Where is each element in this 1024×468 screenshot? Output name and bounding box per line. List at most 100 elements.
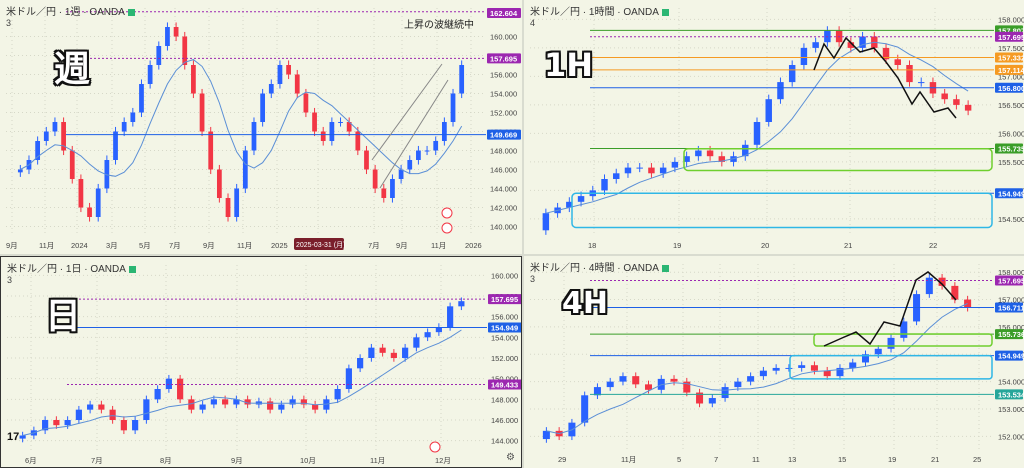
candle-body xyxy=(542,430,550,440)
y-axis-label: 160.000 xyxy=(491,271,518,280)
price-tag-label: 157.695 xyxy=(998,277,1024,286)
y-axis-label: 154.000 xyxy=(490,90,517,99)
wave-drawing xyxy=(813,36,957,119)
candle-body xyxy=(61,122,66,151)
x-axis-label: 25 xyxy=(973,455,981,464)
price-tag-label: 157.695 xyxy=(491,295,518,304)
y-axis-label: 158.000 xyxy=(998,268,1024,277)
chart-note: 上昇の波継続中 xyxy=(404,20,474,31)
candle-body xyxy=(670,378,678,382)
h4-chart-svg: 158.000157.000156.000155.000154.000153.0… xyxy=(530,264,1024,464)
price-tag-label: 149.669 xyxy=(490,131,517,140)
candle-body xyxy=(772,367,780,371)
price-tag-label: 156.711 xyxy=(998,303,1024,312)
price-tag-label: 153.534 xyxy=(998,390,1024,399)
candle-body xyxy=(613,173,620,179)
candle-body xyxy=(278,404,285,410)
price-tag xyxy=(995,64,1023,75)
candle-body xyxy=(759,370,767,377)
y-axis-label: 160.000 xyxy=(490,33,517,42)
candle-body xyxy=(734,381,742,388)
candle-body xyxy=(447,306,454,327)
candle-body xyxy=(416,150,421,160)
candle-body xyxy=(42,420,49,431)
candle-body xyxy=(312,404,319,410)
candle-body xyxy=(581,395,589,423)
us-flag-icon xyxy=(429,441,441,453)
price-tag xyxy=(995,350,1023,361)
x-axis-label: 29 xyxy=(558,455,566,464)
candle-body xyxy=(95,188,101,217)
x-axis-label: 9月 xyxy=(6,241,18,250)
x-axis-label: 19 xyxy=(888,455,896,464)
indicator-count: 4 xyxy=(530,18,536,28)
candle-body xyxy=(424,150,430,152)
price-tag-label: 154.949 xyxy=(491,324,518,333)
market-open-icon xyxy=(127,8,135,16)
candle-body xyxy=(17,169,23,173)
y-axis-label: 144.000 xyxy=(491,437,518,446)
candle-body xyxy=(222,399,229,405)
weekly-chart-panel[interactable]: 160.000158.000156.000154.000152.000150.0… xyxy=(0,0,522,254)
candle-body xyxy=(329,122,335,141)
price-tag-label: 162.604 xyxy=(490,9,518,18)
candle-body xyxy=(810,365,818,371)
tradingview-logo: 17 xyxy=(7,431,20,443)
candle-body xyxy=(109,409,116,420)
price-tag-label: 155.736 xyxy=(998,330,1024,339)
y-axis-label: 140.000 xyxy=(490,223,517,232)
candle-body xyxy=(87,404,94,410)
x-axis-label: 11月 xyxy=(370,456,385,465)
moving-average-line xyxy=(20,59,463,177)
candle-body xyxy=(459,65,465,94)
candle-body xyxy=(917,82,925,84)
candle-body xyxy=(644,384,653,390)
candle-body xyxy=(683,156,690,162)
x-axis-label: 9月 xyxy=(396,241,408,250)
candle-body xyxy=(747,376,755,382)
candle-body xyxy=(320,131,326,141)
hourly-chart-panel[interactable]: 158.000 157.500 157.000 156.500 156.000 155.5… xyxy=(524,0,1024,254)
daily-chart-panel[interactable]: 160.000158.000156.000154.000152.000150.0… xyxy=(0,256,522,468)
candle-body xyxy=(450,93,456,122)
y-axis-label: 148.000 xyxy=(490,147,517,156)
x-axis-label: 7月 xyxy=(169,241,181,250)
y-axis-label: 156.000 xyxy=(491,313,518,322)
candle-body xyxy=(696,392,704,404)
candle-body xyxy=(812,42,819,48)
x-axis-label: 11月 xyxy=(237,241,252,250)
x-axis-label: 8月 xyxy=(160,456,172,465)
candle-body xyxy=(147,65,153,84)
candle-body xyxy=(53,420,60,426)
x-axis-label: 7月 xyxy=(91,456,103,465)
candle-body xyxy=(372,169,378,189)
timeframe-label: 1H xyxy=(544,46,594,84)
indicator-count: 3 xyxy=(6,18,12,28)
price-tag-label: 154.949 xyxy=(998,352,1024,361)
candle-body xyxy=(601,179,608,191)
indicator-count: 3 xyxy=(530,274,536,284)
candle-body xyxy=(706,150,714,157)
candle-body xyxy=(777,82,784,100)
y-axis-label: 144.000 xyxy=(490,185,517,194)
price-tag xyxy=(487,8,521,18)
settings-gear-icon[interactable]: ⚙ xyxy=(506,452,515,463)
candle-body xyxy=(379,347,386,353)
candle-body xyxy=(859,36,866,48)
candle-body xyxy=(43,131,49,141)
h4-chart-panel[interactable]: 158.000157.000156.000155.000154.000153.0… xyxy=(524,256,1024,468)
price-tag xyxy=(995,82,1023,93)
candle-body xyxy=(139,84,144,113)
market-open-icon xyxy=(128,265,136,273)
y-axis-label: 156.000 xyxy=(998,129,1024,138)
crosshair-date-tag xyxy=(294,238,344,250)
x-axis-label: 2026 xyxy=(465,241,482,250)
x-axis-label: 10月 xyxy=(300,456,316,465)
timeframe-label: 日 xyxy=(45,296,82,337)
candle-body xyxy=(435,327,442,333)
y-axis-label: 157.000 xyxy=(998,72,1024,81)
price-tag xyxy=(488,379,521,390)
candle-body xyxy=(721,387,729,399)
candle-body xyxy=(98,404,105,410)
candle-body xyxy=(593,387,601,396)
